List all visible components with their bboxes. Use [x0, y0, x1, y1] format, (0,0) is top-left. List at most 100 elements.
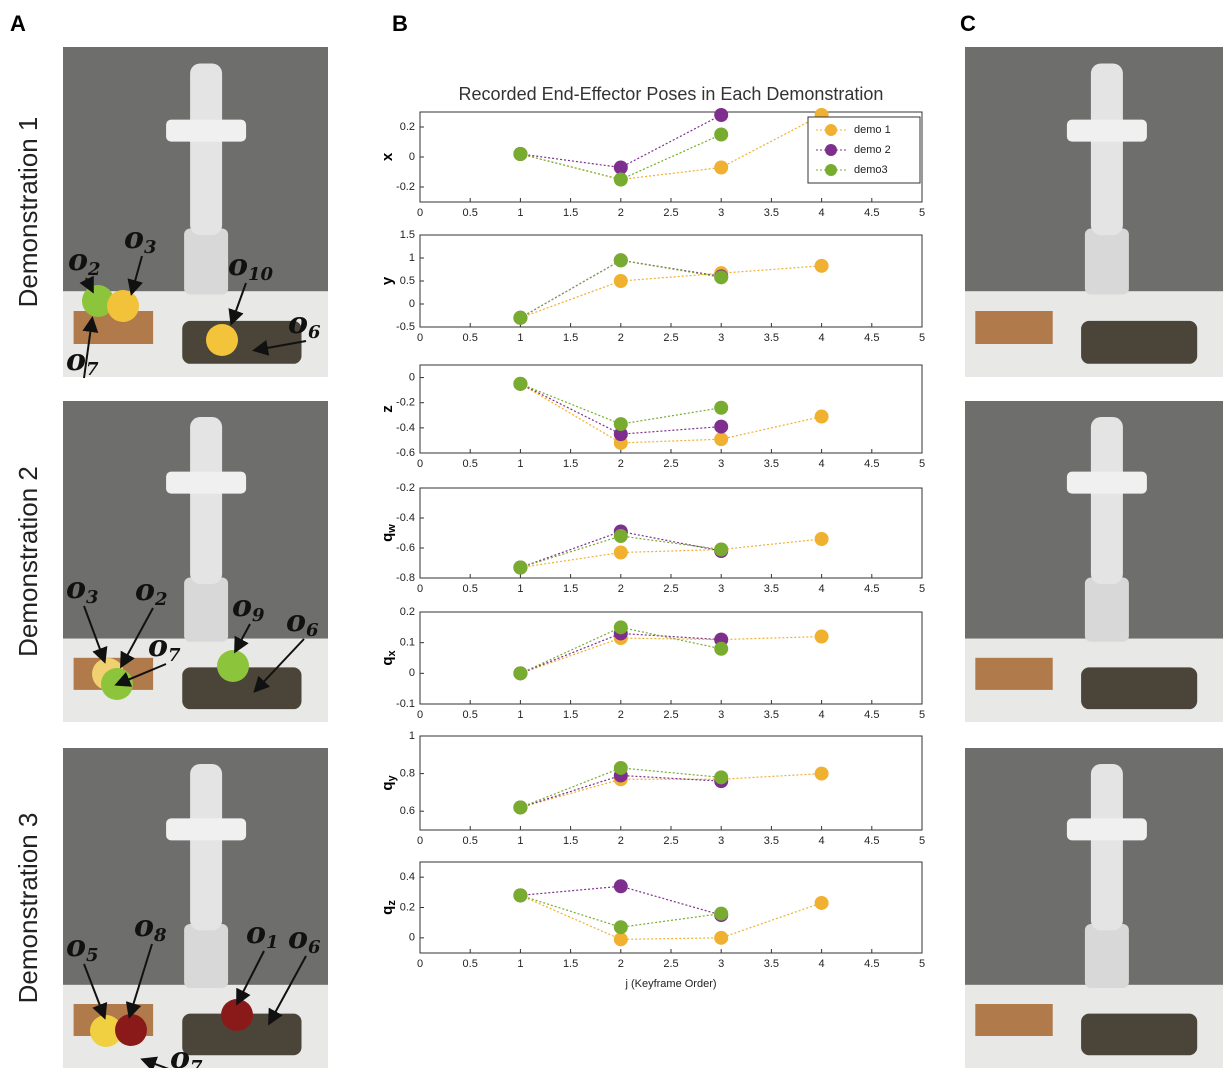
data-point	[714, 931, 728, 945]
legend-marker	[825, 144, 837, 156]
x-tick-label: 4.5	[864, 958, 879, 970]
x-tick-label: 0.5	[463, 458, 478, 470]
y-tick-label: -0.4	[396, 512, 415, 524]
y-tick-label: 0.2	[400, 901, 415, 913]
data-point	[614, 274, 628, 288]
robot-arm	[1091, 64, 1123, 236]
robot-arm	[190, 64, 222, 236]
box	[975, 658, 1052, 690]
y-label-sub: y	[386, 774, 398, 781]
x-tick-label: 3.5	[764, 709, 779, 721]
data-point	[815, 630, 829, 644]
data-point	[714, 770, 728, 784]
data-point	[714, 907, 728, 921]
y-label-sub: w	[386, 524, 398, 534]
data-point	[714, 108, 728, 122]
fruit	[107, 290, 139, 322]
row-title: Demonstration 2	[13, 466, 43, 657]
object-symbol: o	[134, 909, 154, 944]
object-index: 10	[248, 264, 274, 285]
x-axis-label: j (Keyframe Order)	[624, 978, 716, 990]
x-tick-label: 3	[718, 583, 724, 595]
x-tick-label: 2	[618, 207, 624, 219]
y-label-main: q	[379, 533, 396, 542]
x-tick-label: 5	[919, 207, 925, 219]
x-tick-label: 3.5	[764, 583, 779, 595]
data-point	[714, 432, 728, 446]
data-point	[614, 761, 628, 775]
x-tick-label: 1.5	[563, 458, 578, 470]
y-axis-label: z	[379, 405, 396, 413]
object-index: 3	[144, 237, 157, 258]
x-tick-label: 4.5	[864, 709, 879, 721]
x-tick-label: 0	[417, 332, 423, 344]
x-tick-label: 1	[517, 958, 523, 970]
x-tick-label: 3.5	[764, 207, 779, 219]
object-symbol: o	[286, 604, 306, 639]
x-tick-label: 4.5	[864, 458, 879, 470]
x-tick-label: 3.5	[764, 835, 779, 847]
y-tick-label: -0.6	[396, 542, 415, 554]
y-axis-label: qz	[379, 900, 398, 915]
x-tick-label: 1	[517, 709, 523, 721]
x-tick-label: 4	[819, 458, 825, 470]
x-tick-label: 4.5	[864, 332, 879, 344]
y-tick-label: -0.1	[396, 698, 415, 710]
x-tick-label: 0	[417, 207, 423, 219]
object-index: 7	[190, 1057, 203, 1068]
data-point	[815, 259, 829, 273]
data-point	[614, 529, 628, 543]
x-tick-label: 2	[618, 458, 624, 470]
robot-arm	[190, 417, 222, 584]
x-tick-label: 4	[819, 835, 825, 847]
x-tick-label: 1.5	[563, 583, 578, 595]
data-point	[714, 401, 728, 415]
object-symbol: o	[148, 629, 168, 664]
object-symbol: o	[135, 573, 155, 608]
fruit	[115, 1014, 147, 1046]
data-point	[614, 417, 628, 431]
object-symbol: o	[124, 221, 144, 256]
tray	[1081, 1014, 1197, 1056]
x-tick-label: 4.5	[864, 583, 879, 595]
x-tick-label: 4.5	[864, 835, 879, 847]
x-tick-label: 5	[919, 958, 925, 970]
tray	[1081, 667, 1197, 709]
plot-area	[420, 612, 922, 704]
x-tick-label: 3	[718, 458, 724, 470]
y-tick-label: 1	[409, 730, 415, 742]
plot-area	[420, 488, 922, 578]
data-point	[714, 270, 728, 284]
x-tick-label: 0.5	[463, 958, 478, 970]
data-point	[614, 161, 628, 175]
x-tick-label: 1	[517, 207, 523, 219]
data-point	[614, 620, 628, 634]
y-tick-label: 0.5	[400, 275, 415, 287]
data-point	[714, 161, 728, 175]
robot-gripper	[1067, 472, 1147, 494]
y-tick-label: 0.8	[400, 768, 415, 780]
object-symbol: o	[228, 248, 248, 283]
legend-marker	[825, 164, 837, 176]
legend-label: demo 2	[854, 144, 891, 156]
object-index: 7	[86, 359, 99, 380]
data-point	[614, 546, 628, 560]
object-symbol: o	[66, 343, 86, 378]
x-tick-label: 0	[417, 709, 423, 721]
robot-base	[1085, 924, 1129, 988]
robot-gripper	[166, 472, 246, 494]
robot-gripper	[1067, 818, 1147, 840]
legend-marker	[825, 124, 837, 136]
robot-arm	[1091, 417, 1123, 584]
data-point	[614, 920, 628, 934]
x-tick-label: 1	[517, 458, 523, 470]
x-tick-label: 2	[618, 958, 624, 970]
object-symbol: o	[66, 571, 86, 606]
y-label-main: z	[379, 405, 396, 413]
y-label-main: q	[379, 906, 396, 915]
x-tick-label: 3.5	[764, 958, 779, 970]
y-tick-label: -0.5	[396, 321, 415, 333]
fruit	[217, 650, 249, 682]
x-tick-label: 2	[618, 583, 624, 595]
